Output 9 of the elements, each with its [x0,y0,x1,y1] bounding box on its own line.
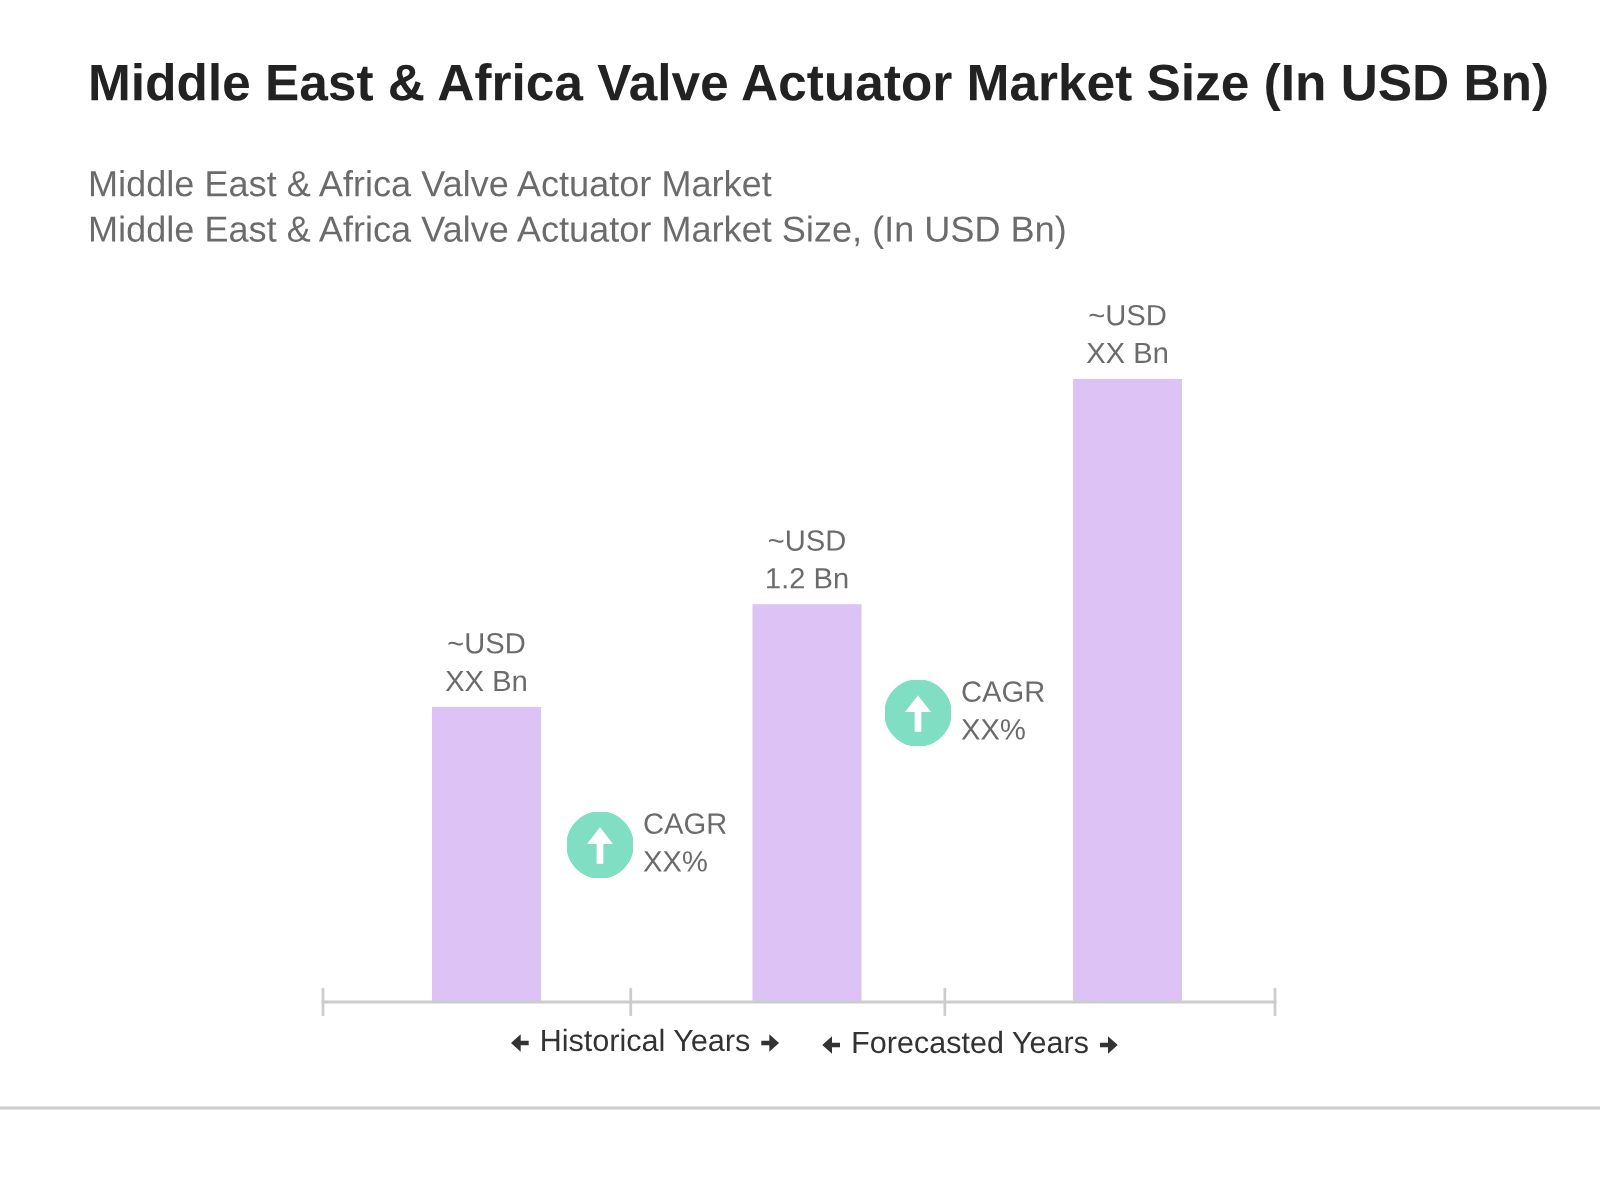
annotation: CAGR XX% [961,681,1044,740]
data-label: ~USD XX Bn [445,632,526,692]
text: Historical Years [542,1028,750,1052]
data-label: ~USD 1.2 Bn [767,530,848,589]
chart-title: Middle East & Africa Valve Actuator Market Size (In USD Bn) [91,63,1547,111]
chart-subtitle: Middle East & Africa Valve Actuator Market Middle East & Africa Valve Actuator Market Size, (In USD Bn) [90,170,1065,250]
text: Forecasted Years [853,1030,1088,1054]
data-label: ~USD XX Bn [1086,304,1167,364]
annotation: CAGR XX% [643,813,726,872]
